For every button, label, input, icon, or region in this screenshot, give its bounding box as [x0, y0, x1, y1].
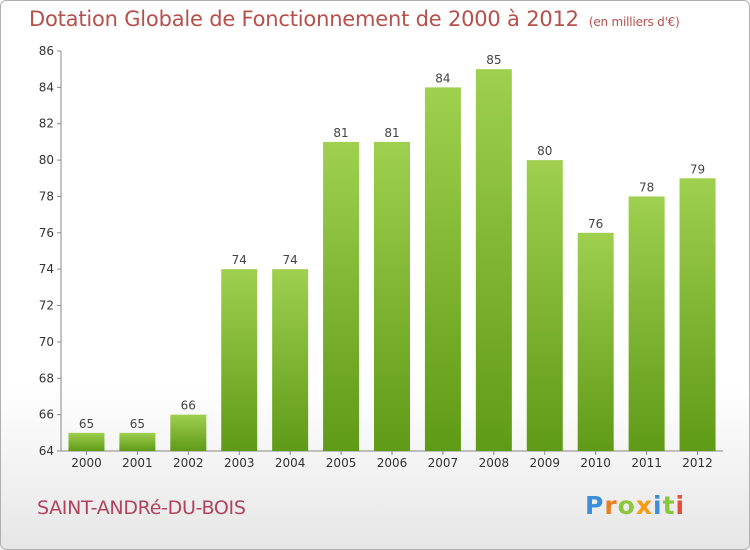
bar — [374, 141, 410, 451]
data-label: 74 — [283, 253, 298, 267]
y-tick-label: 86 — [39, 44, 54, 58]
bar — [323, 141, 360, 451]
data-label: 79 — [690, 162, 705, 176]
data-label: 81 — [384, 126, 399, 140]
chart-data-labels: 65 65 66 74 74 81 81 84 85 80 76 78 79 — [79, 53, 705, 431]
logo-letter: P — [585, 491, 605, 520]
data-label: 65 — [130, 417, 145, 431]
bar — [679, 178, 716, 452]
y-tick-label: 64 — [39, 444, 54, 458]
bar — [526, 160, 563, 451]
data-label: 80 — [537, 144, 552, 158]
logo-letter: i — [653, 491, 663, 520]
data-label: 81 — [333, 126, 348, 140]
bar-chart: 64 66 68 70 72 74 76 78 80 82 84 86 2000 2001 2002 2003… — [39, 44, 723, 470]
x-tick-label: 2001 — [122, 456, 153, 470]
logo-letter: x — [635, 491, 653, 520]
x-tick-label: 2005 — [326, 456, 357, 470]
data-label: 84 — [435, 71, 450, 85]
data-label: 66 — [181, 399, 196, 413]
bar — [475, 69, 512, 451]
y-tick-label: 74 — [39, 262, 54, 276]
data-label: 78 — [639, 180, 654, 194]
chart-title: Dotation Globale de Fonctionnement de 20… — [29, 7, 680, 31]
bar — [272, 269, 309, 451]
y-tick-label: 82 — [39, 117, 54, 131]
x-tick-label: 2011 — [631, 456, 662, 470]
y-tick-label: 84 — [39, 80, 54, 94]
y-tick-label: 66 — [39, 408, 54, 422]
y-tick-label: 80 — [39, 153, 54, 167]
x-tick-label: 2010 — [580, 456, 611, 470]
x-tick-label: 2008 — [479, 456, 510, 470]
y-tick-label: 76 — [39, 226, 54, 240]
bar — [221, 269, 258, 451]
x-tick-label: 2009 — [529, 456, 560, 470]
bar — [628, 196, 665, 451]
x-tick-label: 2000 — [71, 456, 102, 470]
y-tick-label: 68 — [39, 371, 54, 385]
x-tick-label: 2003 — [224, 456, 255, 470]
logo-letter: t — [662, 491, 676, 520]
x-tick-label: 2004 — [275, 456, 306, 470]
x-tick-label: 2007 — [428, 456, 459, 470]
commune-name: SAINT-ANDRé-DU-BOIS — [37, 497, 246, 519]
data-label: 65 — [79, 417, 94, 431]
x-tick-label: 2006 — [377, 456, 408, 470]
x-tick-label: 2002 — [173, 456, 204, 470]
y-tick-label: 78 — [39, 189, 54, 203]
y-tick-label: 72 — [39, 299, 54, 313]
proxiti-logo: Proxiti — [585, 491, 685, 520]
bar — [424, 87, 461, 451]
data-label: 74 — [232, 253, 247, 267]
chart-unit: (en milliers d'€) — [588, 15, 680, 29]
x-tick-label: 2012 — [682, 456, 713, 470]
logo-letter: i — [675, 491, 686, 520]
bar — [68, 432, 105, 451]
bar — [577, 232, 614, 451]
logo-letter: r — [604, 491, 618, 520]
data-label: 76 — [588, 217, 603, 231]
chart-bars — [68, 69, 716, 452]
data-label: 85 — [486, 53, 501, 67]
bar — [170, 414, 207, 451]
logo-letter: o — [617, 491, 636, 520]
chart-axes: 64 66 68 70 72 74 76 78 80 82 84 86 2000 2001 2002 2003… — [39, 44, 723, 470]
y-tick-label: 70 — [39, 335, 54, 349]
chart-title-text: Dotation Globale de Fonctionnement de 20… — [29, 7, 579, 31]
bar — [119, 432, 156, 451]
